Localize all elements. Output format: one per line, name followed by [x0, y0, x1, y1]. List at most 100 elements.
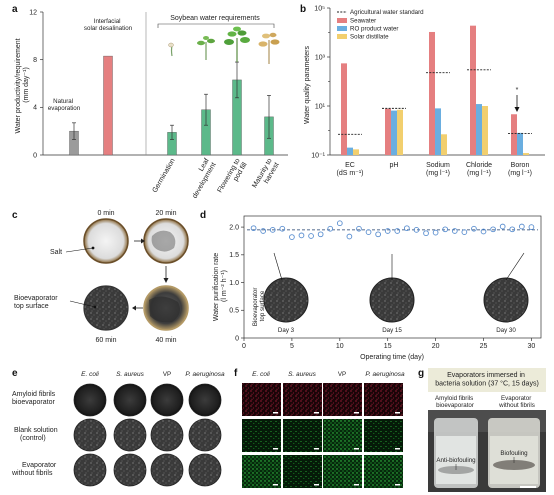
label-day-3: Day 3 [278, 327, 295, 334]
f-tile [364, 455, 403, 488]
panel-a-ylabel: Water productivity/requirement (mm day⁻¹… [15, 36, 30, 133]
arrow-c-right-icon [141, 238, 145, 244]
b-bar [517, 132, 523, 155]
d-xtick-label: 10 [336, 343, 344, 350]
label-day-30: Day 30 [496, 327, 516, 334]
d-xtick-label: 15 [384, 343, 392, 350]
d-point [317, 231, 324, 238]
inset-day-15 [369, 277, 415, 323]
d-ytick-label: 2.0 [229, 224, 239, 231]
b-category-unit: (mg l⁻¹) [508, 170, 532, 177]
b-category-name: Chloride [466, 162, 492, 169]
panel-g-right-label: Evaporator without fibrils [498, 395, 535, 409]
panel-label-g: g [418, 368, 424, 379]
inset-day-3 [263, 277, 309, 323]
scale-bar-g [520, 486, 536, 488]
panel-d-xticks: 0 5 10 15 20 25 30 [242, 338, 535, 350]
f-scale-bar [395, 448, 400, 450]
panel-g-title-line2: bacteria solution (37 °C, 15 days) [435, 380, 539, 388]
f-tile [323, 455, 362, 488]
d-point [490, 226, 496, 233]
d-point [384, 228, 391, 234]
panel-g-left-line1: Amyloid fibrils [435, 395, 473, 402]
legend-seawater-text: Seawater [350, 18, 376, 25]
panel-e-discs [73, 383, 222, 487]
row-amyloid: Amyloid fibrils bioevaporator [12, 391, 57, 406]
panel-b-bars [338, 25, 532, 156]
panel-b-ylabel: Water quality parameters [304, 46, 311, 124]
f-scale-bar [354, 448, 359, 450]
a-category-line: Germination [152, 157, 177, 194]
d-point [404, 225, 410, 232]
d-point [336, 220, 343, 227]
legend-ro-text: RO product water [350, 26, 399, 33]
panel-f-tiles [242, 383, 403, 488]
b-category-name: EC [345, 162, 355, 169]
d-point [518, 223, 525, 230]
bio-pointer-dot [93, 305, 97, 309]
f-scale-bar [273, 412, 278, 414]
d-xtick-label: 20 [432, 343, 440, 350]
e-disc [188, 418, 222, 452]
label-interfacial-line2: solar desalination [84, 25, 133, 32]
b-bar [391, 110, 397, 155]
f-tile [242, 383, 281, 416]
plant-leaf-development-icon [197, 36, 215, 60]
d-xtick-label: 25 [480, 343, 488, 350]
panel-label-c: c [12, 210, 18, 221]
panel-d-frame [243, 215, 542, 339]
f-tile [242, 455, 281, 488]
b-bar [470, 25, 476, 156]
d-ytick-label: 0.5 [229, 308, 239, 315]
d-point [509, 226, 516, 233]
panel-g-title-box [428, 368, 546, 392]
e-disc [73, 383, 107, 417]
d-point [499, 223, 506, 230]
a-bar [103, 55, 113, 156]
d-point [269, 227, 276, 233]
d-xtick-label: 5 [290, 343, 294, 350]
time-40-min: 40 min [155, 337, 176, 344]
d-ytick-label: 0 [235, 335, 239, 342]
a-ytick-label: 12 [29, 9, 37, 16]
legend-distillate-swatch [337, 34, 347, 39]
time-60-min: 60 min [95, 337, 116, 344]
d-point [451, 228, 458, 234]
e-disc [113, 383, 147, 417]
e-disc [188, 453, 222, 487]
biofouling-label: Biofouling [500, 450, 528, 457]
row-amyloid-line1: Amyloid fibrils [12, 391, 56, 398]
e-disc [73, 418, 107, 452]
panel-g-title-line1: Evaporators immersed in [447, 372, 525, 379]
boron-star: * [516, 87, 519, 94]
a-category-label: Germination [152, 157, 177, 194]
f-tile [283, 383, 322, 416]
e-disc [113, 453, 147, 487]
panel-g: g Evaporators immersed in bacteria solut… [418, 368, 546, 492]
f-col-vp: VP [338, 371, 346, 378]
b-category-unit: (mg l⁻¹) [467, 170, 491, 177]
time-0-min: 0 min [97, 210, 114, 217]
b-bar [347, 147, 353, 155]
legend-seawater-swatch [337, 18, 347, 23]
b-bar [397, 109, 403, 155]
label-day-15: Day 15 [382, 327, 402, 334]
arrow-c-left-icon [132, 305, 136, 311]
d-point [471, 225, 477, 232]
b-bar [353, 149, 359, 155]
panel-b-yticks: 10⁻¹ 10¹ 10³ 10⁵ [311, 5, 330, 159]
f-tile [283, 455, 322, 488]
label-natural-line2: evaporation [48, 105, 81, 112]
b-category-unit: (mg l⁻¹) [426, 170, 450, 177]
d-point [279, 225, 286, 232]
panel-label-e: e [12, 368, 18, 379]
d-point [442, 226, 449, 233]
a-ytick-label: 8 [33, 57, 37, 64]
panel-b-legend: Agricultural water standard Seawater RO … [337, 9, 424, 41]
d-point [327, 225, 334, 232]
bioevaporator-line1: Bioevaporator [14, 295, 58, 302]
label-interfacial-line1: Interfacial [94, 18, 121, 25]
panel-g-right-line2: without fibrils [498, 402, 535, 409]
